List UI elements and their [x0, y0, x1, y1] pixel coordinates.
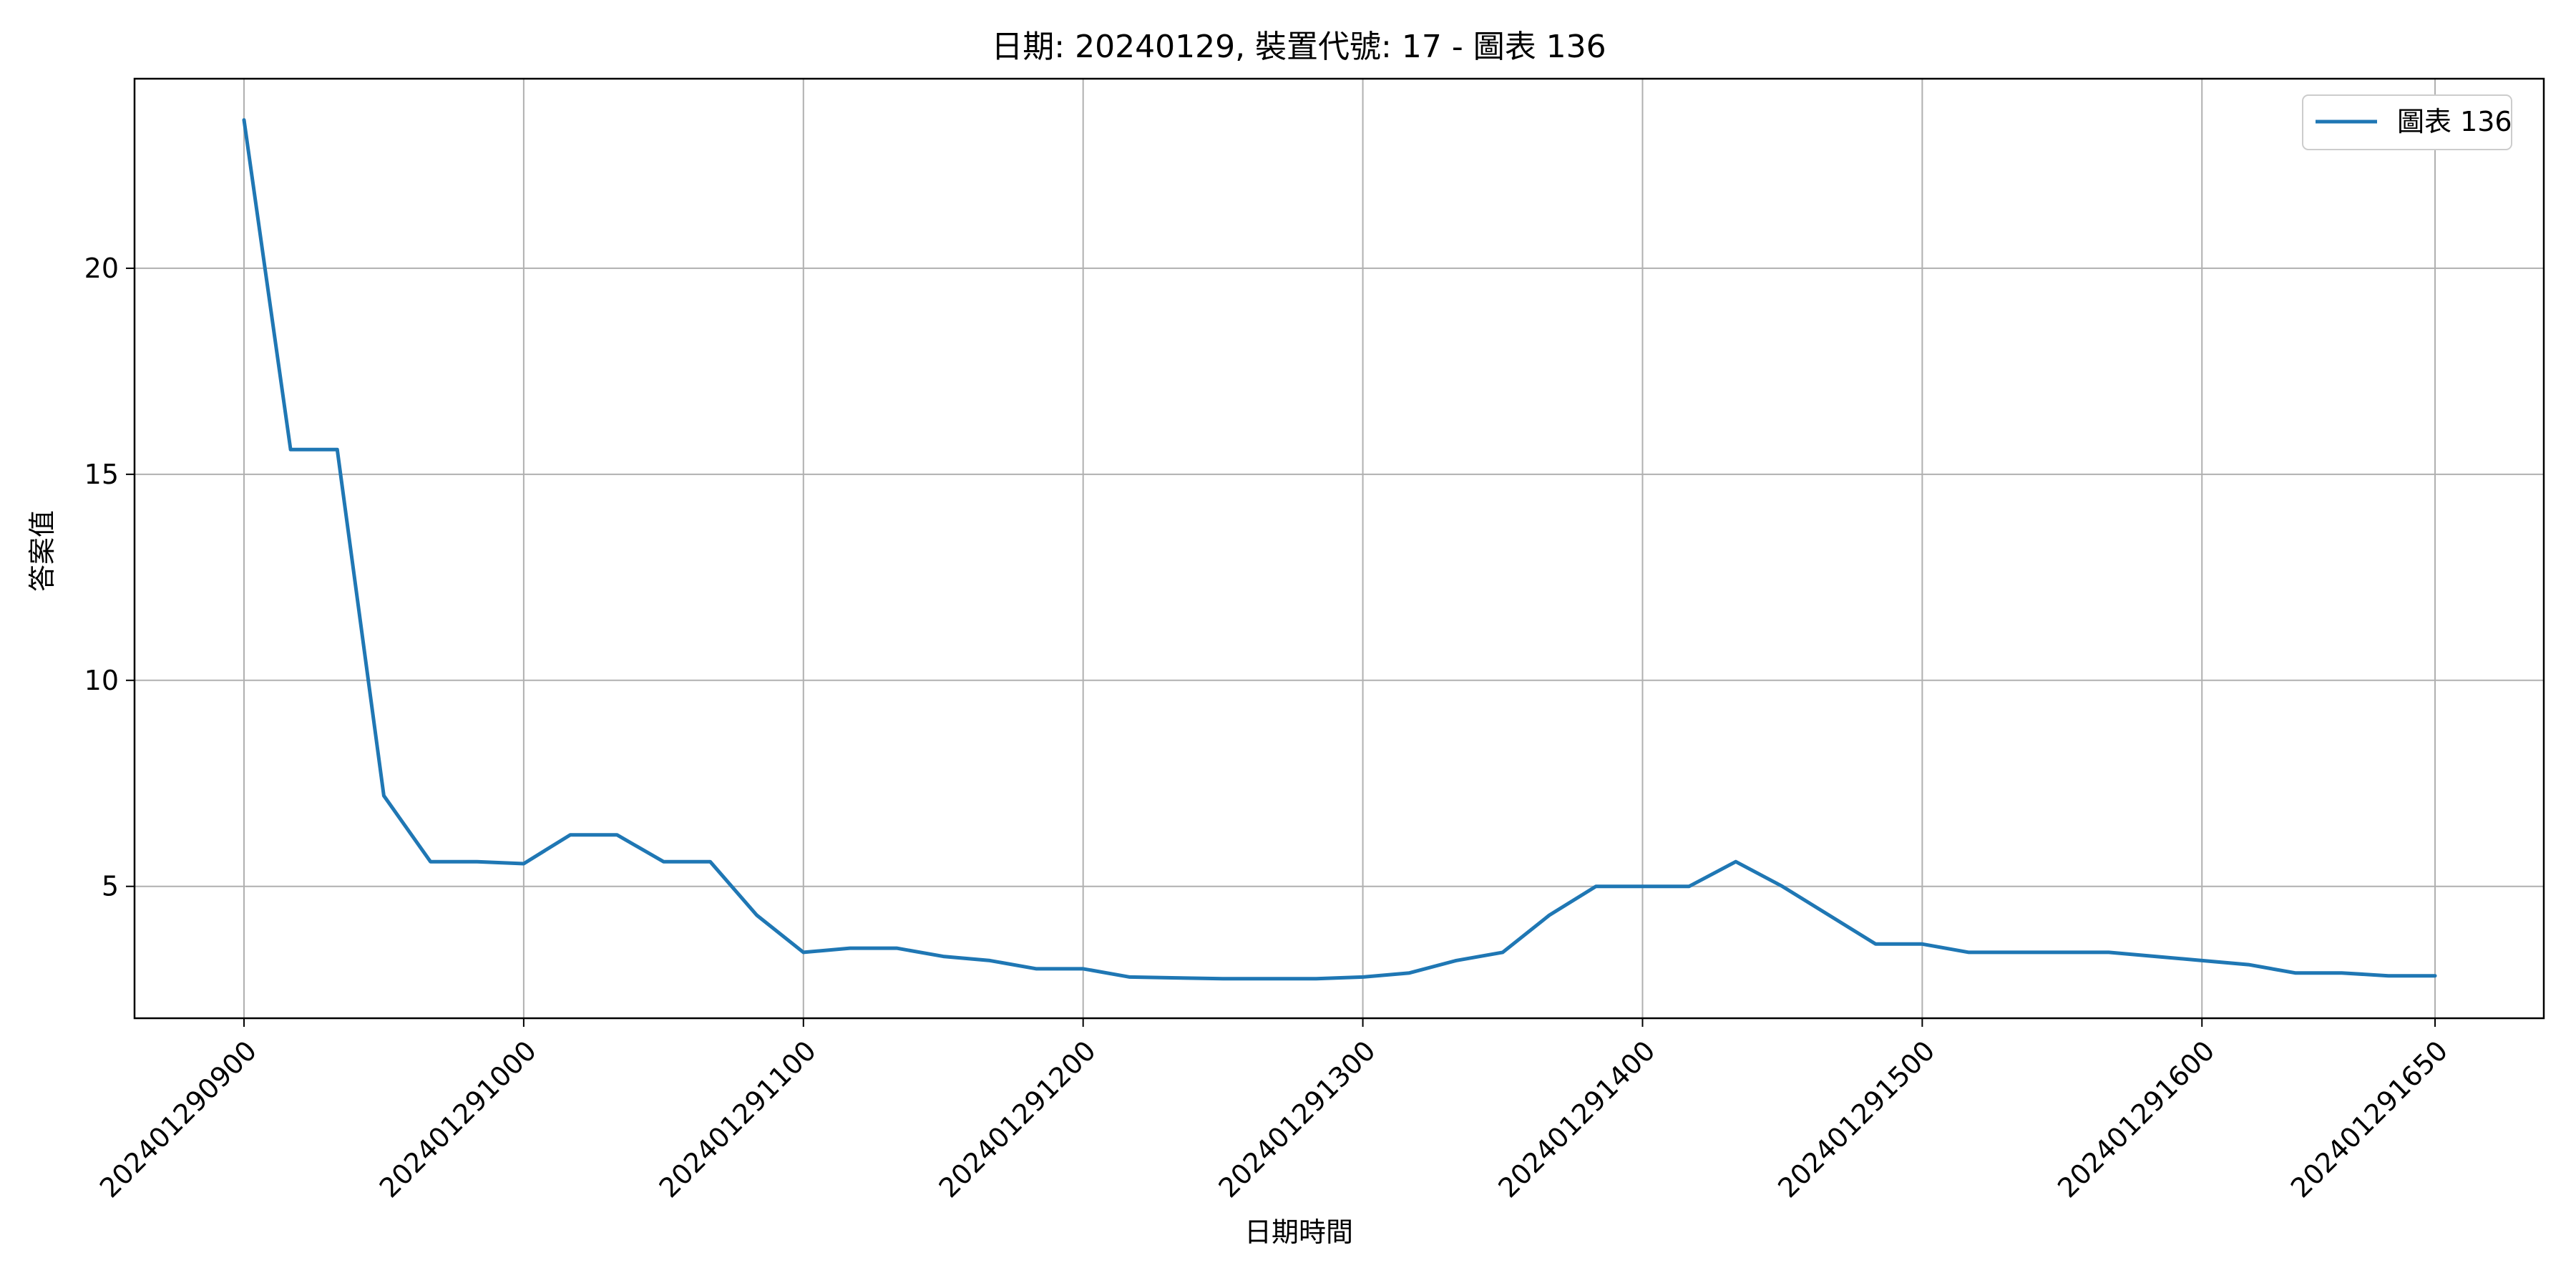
y-axis-label: 答案值 — [26, 510, 58, 592]
chart-title: 日期: 20240129, 裝置代號: 17 - 圖表 136 — [991, 29, 1606, 65]
y-tick-label: 10 — [84, 665, 119, 696]
legend: 圖表 136 — [2302, 94, 2512, 150]
y-axis: 5 10 15 20 — [84, 253, 135, 902]
y-tick-label: 5 — [102, 871, 119, 902]
series-line — [242, 118, 2437, 981]
y-tick-label: 15 — [84, 459, 119, 490]
series-layer — [242, 118, 2437, 981]
grid-lines — [135, 79, 2544, 1018]
y-tick-label: 20 — [84, 253, 119, 284]
plot-frame — [133, 77, 2545, 1020]
legend-box — [2302, 94, 2512, 150]
legend-label: 圖表 136 — [2397, 106, 2512, 137]
x-axis-label: 日期時間 — [1244, 1216, 1353, 1248]
